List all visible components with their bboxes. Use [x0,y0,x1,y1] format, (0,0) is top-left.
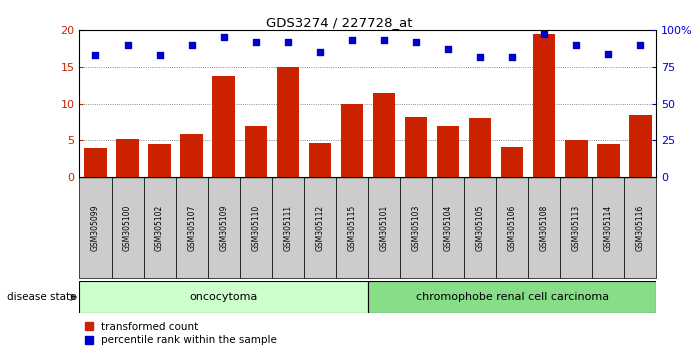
Point [314,49,325,55]
Bar [84,148,106,177]
Point [218,35,229,40]
Bar [560,177,592,278]
Text: GSM305108: GSM305108 [540,204,549,251]
Bar [208,177,240,278]
Text: GSM305116: GSM305116 [636,204,645,251]
Point [122,42,133,47]
Text: chromophobe renal cell carcinoma: chromophobe renal cell carcinoma [416,292,609,302]
Bar [432,177,464,278]
Bar [111,177,144,278]
Bar [304,177,336,278]
Point [186,42,197,47]
Bar [437,126,460,177]
Point [154,52,165,58]
Text: GSM305105: GSM305105 [475,204,484,251]
Bar [79,177,111,278]
Bar [565,140,587,177]
Point [571,42,582,47]
Text: GSM305106: GSM305106 [508,204,517,251]
Bar [368,281,656,313]
Point [507,54,518,59]
Text: oncocytoma: oncocytoma [189,292,258,302]
Bar [144,177,176,278]
Point [283,39,294,45]
Bar [213,76,235,177]
Point [379,38,390,43]
Text: GSM305111: GSM305111 [283,204,292,251]
Bar [592,177,625,278]
Bar [368,177,400,278]
Point [475,54,486,59]
Text: GSM305099: GSM305099 [91,204,100,251]
Bar [464,177,496,278]
Bar [309,143,331,177]
Point [539,32,550,37]
Bar [245,126,267,177]
Text: disease state: disease state [7,292,77,302]
Text: GSM305102: GSM305102 [155,204,164,251]
Legend: transformed count, percentile rank within the sample: transformed count, percentile rank withi… [85,322,277,345]
Bar [79,281,368,313]
Bar [180,135,203,177]
Bar [176,177,208,278]
Bar [116,139,139,177]
Bar [341,104,363,177]
Bar [400,177,432,278]
Point [346,38,357,43]
Text: GSM305100: GSM305100 [123,204,132,251]
Bar [597,144,620,177]
Point [635,42,646,47]
Text: GSM305101: GSM305101 [379,204,388,251]
Point [410,39,422,45]
Title: GDS3274 / 227728_at: GDS3274 / 227728_at [266,16,413,29]
Bar [469,118,491,177]
Text: GSM305103: GSM305103 [412,204,421,251]
Bar [496,177,528,278]
Text: GSM305114: GSM305114 [604,204,613,251]
Point [442,46,453,52]
Bar [630,115,652,177]
Point [90,52,101,58]
Bar [276,67,299,177]
Point [603,51,614,56]
Bar [501,147,523,177]
Bar [272,177,304,278]
Bar [372,92,395,177]
Text: GSM305113: GSM305113 [572,204,581,251]
Bar [528,177,560,278]
Bar [625,177,656,278]
Text: GSM305109: GSM305109 [219,204,228,251]
Text: GSM305115: GSM305115 [348,204,357,251]
Text: GSM305110: GSM305110 [252,204,261,251]
Bar [149,144,171,177]
Text: GSM305112: GSM305112 [315,204,324,251]
Text: GSM305107: GSM305107 [187,204,196,251]
Point [250,39,261,45]
Bar [533,34,556,177]
Bar [405,117,427,177]
Text: GSM305104: GSM305104 [444,204,453,251]
Bar [336,177,368,278]
Bar [240,177,272,278]
